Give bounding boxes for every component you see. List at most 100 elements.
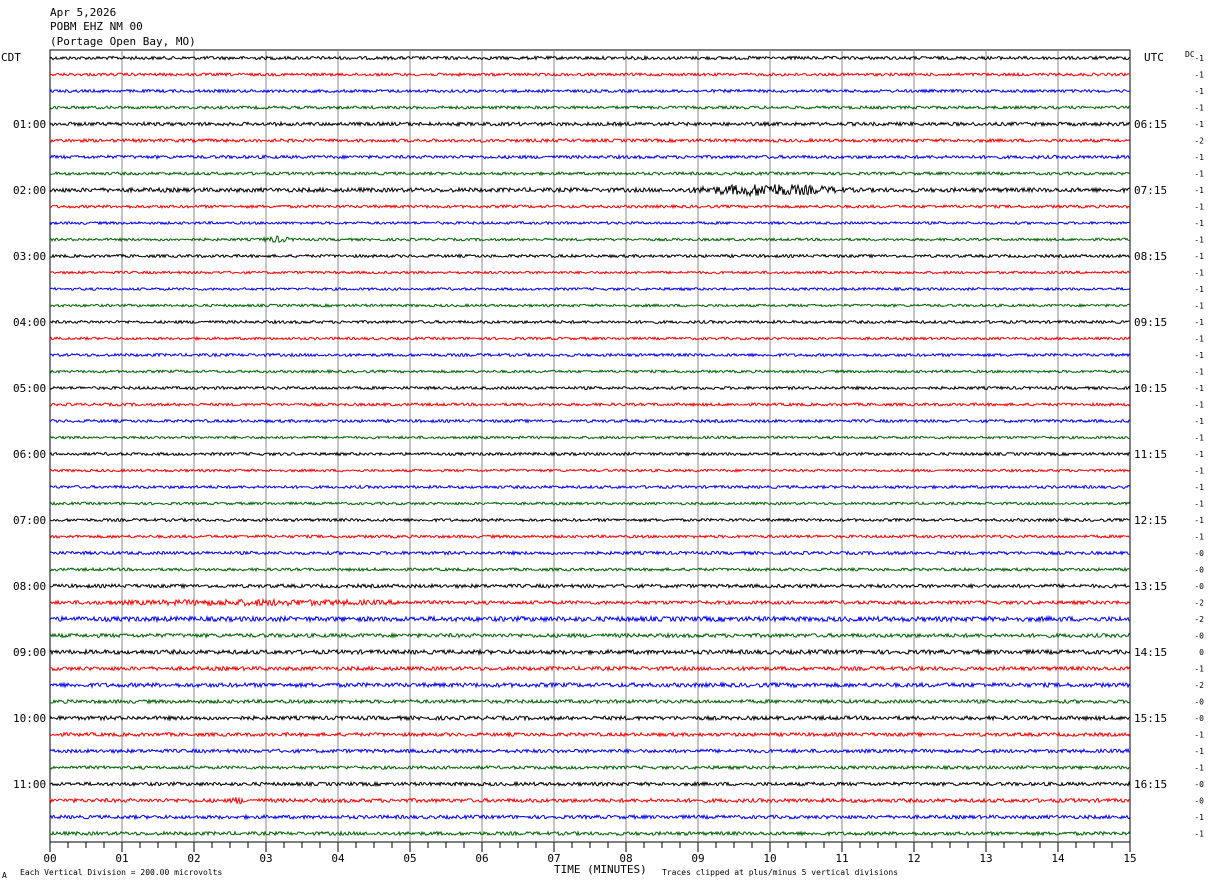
left-hour-labels: 01:00 02:00 03:00 04:00 05:00 06:00 07:00 08:00… xyxy=(13,118,46,791)
trace-row-17 xyxy=(49,319,1131,325)
trace-row-31 xyxy=(49,549,1130,557)
trace-row-34 xyxy=(49,597,1131,608)
header-date: Apr 5,2026 xyxy=(50,6,116,19)
left-hour-label: 11:00 xyxy=(13,778,46,791)
trace-row-26 xyxy=(49,468,1131,474)
corner-mark: A xyxy=(2,871,7,880)
left-hour-label: 02:00 xyxy=(13,184,46,197)
trace-row-9 xyxy=(49,183,1130,198)
trace-row-39 xyxy=(49,680,1131,689)
dc-offset-label: -1 xyxy=(1194,318,1204,327)
trace-row-48 xyxy=(49,830,1131,837)
x-tick-label: 08 xyxy=(619,852,632,865)
x-tick-label: 04 xyxy=(331,852,345,865)
trace-row-45 xyxy=(49,780,1131,788)
trace-row-11 xyxy=(49,220,1131,226)
dc-offset-label: -0 xyxy=(1194,632,1204,641)
right-hour-label: 10:15 xyxy=(1134,382,1167,395)
dc-offset-header: DC xyxy=(1185,50,1195,59)
trace-row-42 xyxy=(49,731,1131,739)
left-hour-label: 05:00 xyxy=(13,382,46,395)
dc-offset-label: -1 xyxy=(1194,335,1204,344)
trace-row-30 xyxy=(49,533,1131,540)
trace-row-44 xyxy=(49,764,1131,771)
dc-offset-label: -1 xyxy=(1194,434,1204,443)
right-hour-label: 13:15 xyxy=(1134,580,1167,593)
dc-offset-label: -1 xyxy=(1194,401,1204,410)
dc-offset-label: -1 xyxy=(1194,830,1204,839)
trace-row-12 xyxy=(49,235,1131,243)
dc-offset-label: -2 xyxy=(1194,137,1204,146)
scale-note: Each Vertical Division = 200.00 microvol… xyxy=(20,868,222,877)
header-station: POBM EHZ NM 00 xyxy=(50,20,143,33)
dc-offset-labels: -1 -1 -1 -1 -1 -2 -1 -1 -1 -1 -1 -1 -1 -1 -1 -1 -1 -1 -1 -1… xyxy=(1194,54,1204,839)
dc-offset-label: -1 xyxy=(1194,236,1204,245)
trace-row-22 xyxy=(49,401,1131,408)
trace-row-14 xyxy=(49,270,1131,275)
dc-offset-label: -2 xyxy=(1194,681,1204,690)
x-tick-label: 03 xyxy=(259,852,272,865)
right-hour-label: 07:15 xyxy=(1134,184,1167,197)
dc-offset-label: -1 xyxy=(1194,665,1204,674)
right-hour-labels: 06:15 07:15 08:15 09:15 10:15 11:15 12:15 13:15… xyxy=(1134,118,1167,791)
dc-offset-label: -2 xyxy=(1194,599,1204,608)
dc-offset-label: -1 xyxy=(1194,368,1204,377)
x-tick-label: 10 xyxy=(763,852,776,865)
left-hour-label: 04:00 xyxy=(13,316,46,329)
x-tick-label: 09 xyxy=(691,852,704,865)
dc-offset-label: -1 xyxy=(1194,252,1204,261)
trace-row-18 xyxy=(49,336,1131,342)
trace-row-37 xyxy=(49,647,1131,657)
x-tick-label: 13 xyxy=(979,852,992,865)
trace-row-21 xyxy=(49,385,1131,391)
trace-row-10 xyxy=(49,203,1131,210)
dc-offset-label: -1 xyxy=(1194,302,1204,311)
trace-row-4 xyxy=(49,104,1131,111)
left-hour-label: 03:00 xyxy=(13,250,46,263)
trace-row-15 xyxy=(49,286,1131,292)
trace-row-13 xyxy=(50,253,1131,259)
x-tick-label: 07 xyxy=(547,852,560,865)
dc-offset-label: -1 xyxy=(1194,351,1204,360)
dc-offset-label: -1 xyxy=(1194,516,1204,525)
left-hour-label: 07:00 xyxy=(13,514,46,527)
trace-row-6 xyxy=(49,137,1131,144)
dc-offset-label: -1 xyxy=(1194,417,1204,426)
dc-offset-label: -1 xyxy=(1194,467,1204,476)
trace-row-16 xyxy=(49,303,1131,309)
trace-row-35 xyxy=(49,614,1131,624)
left-hour-label: 06:00 xyxy=(13,448,46,461)
x-tick-label: 11 xyxy=(835,852,848,865)
trace-row-2 xyxy=(49,71,1131,78)
x-tick-label: 14 xyxy=(1051,852,1065,865)
trace-row-43 xyxy=(49,747,1131,755)
dc-offset-label: -1 xyxy=(1194,384,1204,393)
trace-row-41 xyxy=(49,714,1131,722)
dc-offset-label: -1 xyxy=(1194,153,1204,162)
trace-row-46 xyxy=(49,796,1131,805)
dc-offset-label: -1 xyxy=(1194,104,1204,113)
dc-offset-label: -1 xyxy=(1194,483,1204,492)
plot-frame xyxy=(49,49,1131,843)
dc-offset-label: -1 xyxy=(1194,87,1204,96)
x-axis-title: TIME (MINUTES) xyxy=(554,863,647,876)
trace-row-25 xyxy=(49,451,1131,457)
dc-offset-label: -1 xyxy=(1194,500,1204,509)
right-hour-label: 12:15 xyxy=(1134,514,1167,527)
dc-offset-label: -1 xyxy=(1194,269,1204,278)
header-location: (Portage Open Bay, MO) xyxy=(50,35,196,48)
trace-row-47 xyxy=(49,813,1131,821)
dc-offset-label: -1 xyxy=(1194,120,1204,129)
x-tick-label: 01 xyxy=(115,852,128,865)
trace-row-7 xyxy=(49,153,1131,161)
x-tick-label: 02 xyxy=(187,852,200,865)
dc-offset-label: -1 xyxy=(1194,764,1204,773)
trace-row-33 xyxy=(49,582,1131,590)
x-axis: 00 01 02 03 04 05 06 07 08 09 10 11 12 13 14 15 xyxy=(43,842,1137,865)
dc-offset-label: -1 xyxy=(1194,71,1204,80)
dc-offset-label: -1 xyxy=(1194,203,1204,212)
trace-row-28 xyxy=(49,501,1131,506)
x-tick-label: 06 xyxy=(475,852,488,865)
dc-offset-label: -1 xyxy=(1194,731,1204,740)
trace-row-23 xyxy=(49,418,1131,424)
